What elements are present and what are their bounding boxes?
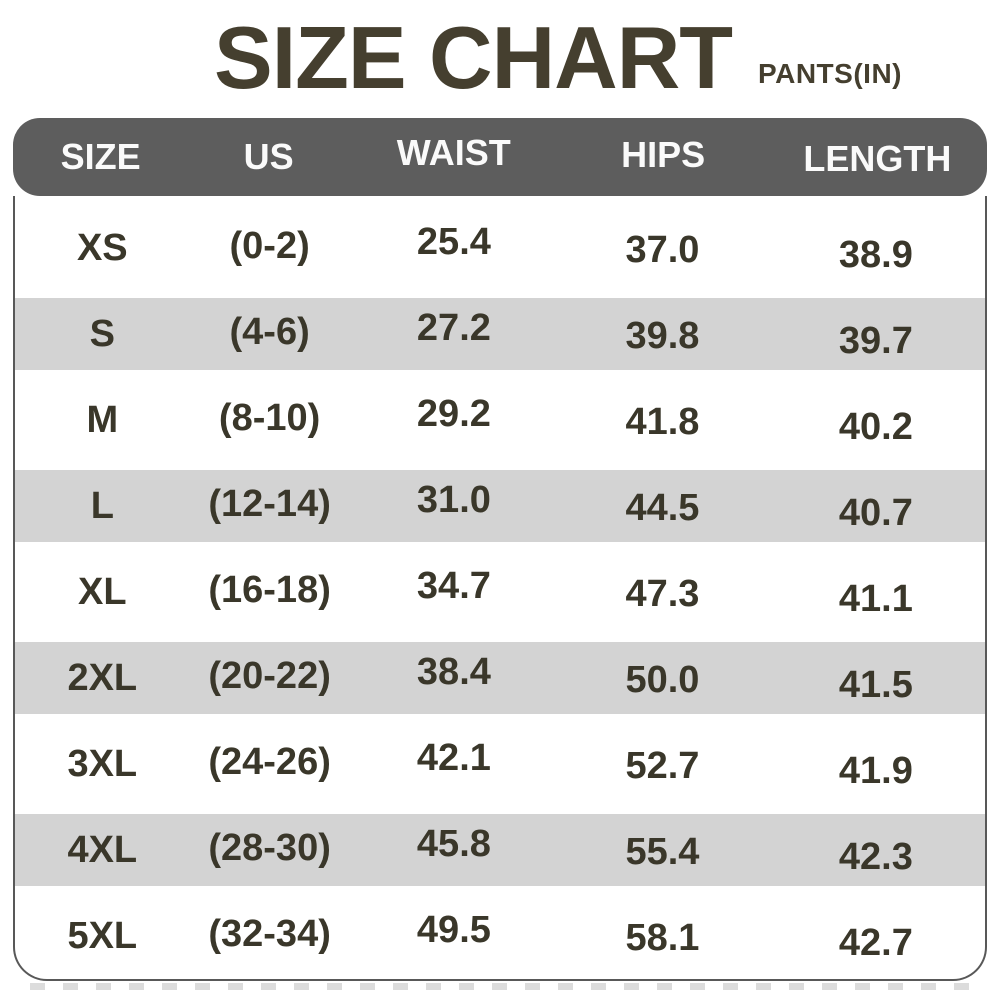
table-row: XL (16-18) 34.7 47.3 41.1 [15,549,985,635]
value-cell: 38.4 [416,650,491,693]
value-cell: (32-34) [208,912,331,955]
size-cell: 3XL [67,742,138,785]
value-cell: 41.8 [625,400,700,443]
value-cell: 41.9 [838,749,913,792]
table-body: XS (0-2) 25.4 37.0 38.9 S (4-6) 27.2 39.8 39.7 M (8… [13,196,987,981]
value-cell: 38.9 [838,233,913,276]
column-header-length: LENGTH [803,138,952,179]
value-cell: 40.2 [838,405,913,448]
table-row: M (8-10) 29.2 41.8 40.2 [15,377,985,463]
value-cell: 49.5 [416,908,491,951]
table-row: S (4-6) 27.2 39.8 39.7 [15,291,985,377]
value-cell: 29.2 [416,392,491,435]
value-cell: 37.0 [625,228,700,271]
size-table: SIZE US WAIST HIPS LENGTH XS (0-2) 25.4 37.0 38.… [13,118,987,981]
column-header-waist: WAIST [396,132,511,173]
value-cell: 42.7 [838,921,913,964]
value-cell: (28-30) [208,826,331,869]
value-cell: 39.8 [625,314,700,357]
value-cell: (4-6) [229,310,310,353]
column-header-size: SIZE [60,136,141,177]
page-title: SIZE CHART [214,8,733,107]
value-cell: 45.8 [416,822,491,865]
value-cell: 39.7 [838,319,913,362]
value-cell: 31.0 [416,478,491,521]
column-header-hips: HIPS [621,134,706,175]
size-cell: 4XL [67,828,138,871]
value-cell: 25.4 [416,220,491,263]
value-cell: 42.3 [838,835,913,878]
size-cell: L [90,484,114,527]
value-cell: 27.2 [416,306,491,349]
size-cell: S [89,312,115,355]
value-cell: (24-26) [208,740,331,783]
value-cell: (12-14) [208,482,331,525]
table-row: L (12-14) 31.0 44.5 40.7 [15,463,985,549]
size-cell: XL [78,570,127,613]
value-cell: 41.1 [838,577,913,620]
size-cell: 5XL [67,914,138,957]
size-cell: 2XL [67,656,138,699]
value-cell: (20-22) [208,654,331,697]
size-cell: M [86,398,119,441]
value-cell: (0-2) [229,224,310,267]
value-cell: 44.5 [625,486,700,529]
unit-label: PANTS(IN) [758,58,902,89]
table-row: 2XL (20-22) 38.4 50.0 41.5 [15,635,985,721]
value-cell: 34.7 [416,564,491,607]
table-row: 4XL (28-30) 45.8 55.4 42.3 [15,807,985,893]
table-row: 5XL (32-34) 49.5 58.1 42.7 [15,893,985,979]
title-block: SIZE CHART PANTS(IN) [58,0,1000,118]
value-cell: 42.1 [416,736,491,779]
value-cell: 47.3 [625,572,700,615]
value-cell: (16-18) [208,568,331,611]
value-cell: 40.7 [838,491,913,534]
value-cell: 58.1 [625,916,700,959]
table-row: XS (0-2) 25.4 37.0 38.9 [15,205,985,291]
table-row: 3XL (24-26) 42.1 52.7 41.9 [15,721,985,807]
value-cell: 55.4 [625,830,700,873]
dashed-divider [30,983,982,990]
value-cell: 41.5 [838,663,913,706]
column-header-us: US [243,136,294,177]
value-cell: (8-10) [218,396,321,439]
value-cell: 50.0 [625,658,700,701]
table-header-row: SIZE US WAIST HIPS LENGTH [13,118,987,196]
size-cell: XS [76,226,128,269]
value-cell: 52.7 [625,744,700,787]
